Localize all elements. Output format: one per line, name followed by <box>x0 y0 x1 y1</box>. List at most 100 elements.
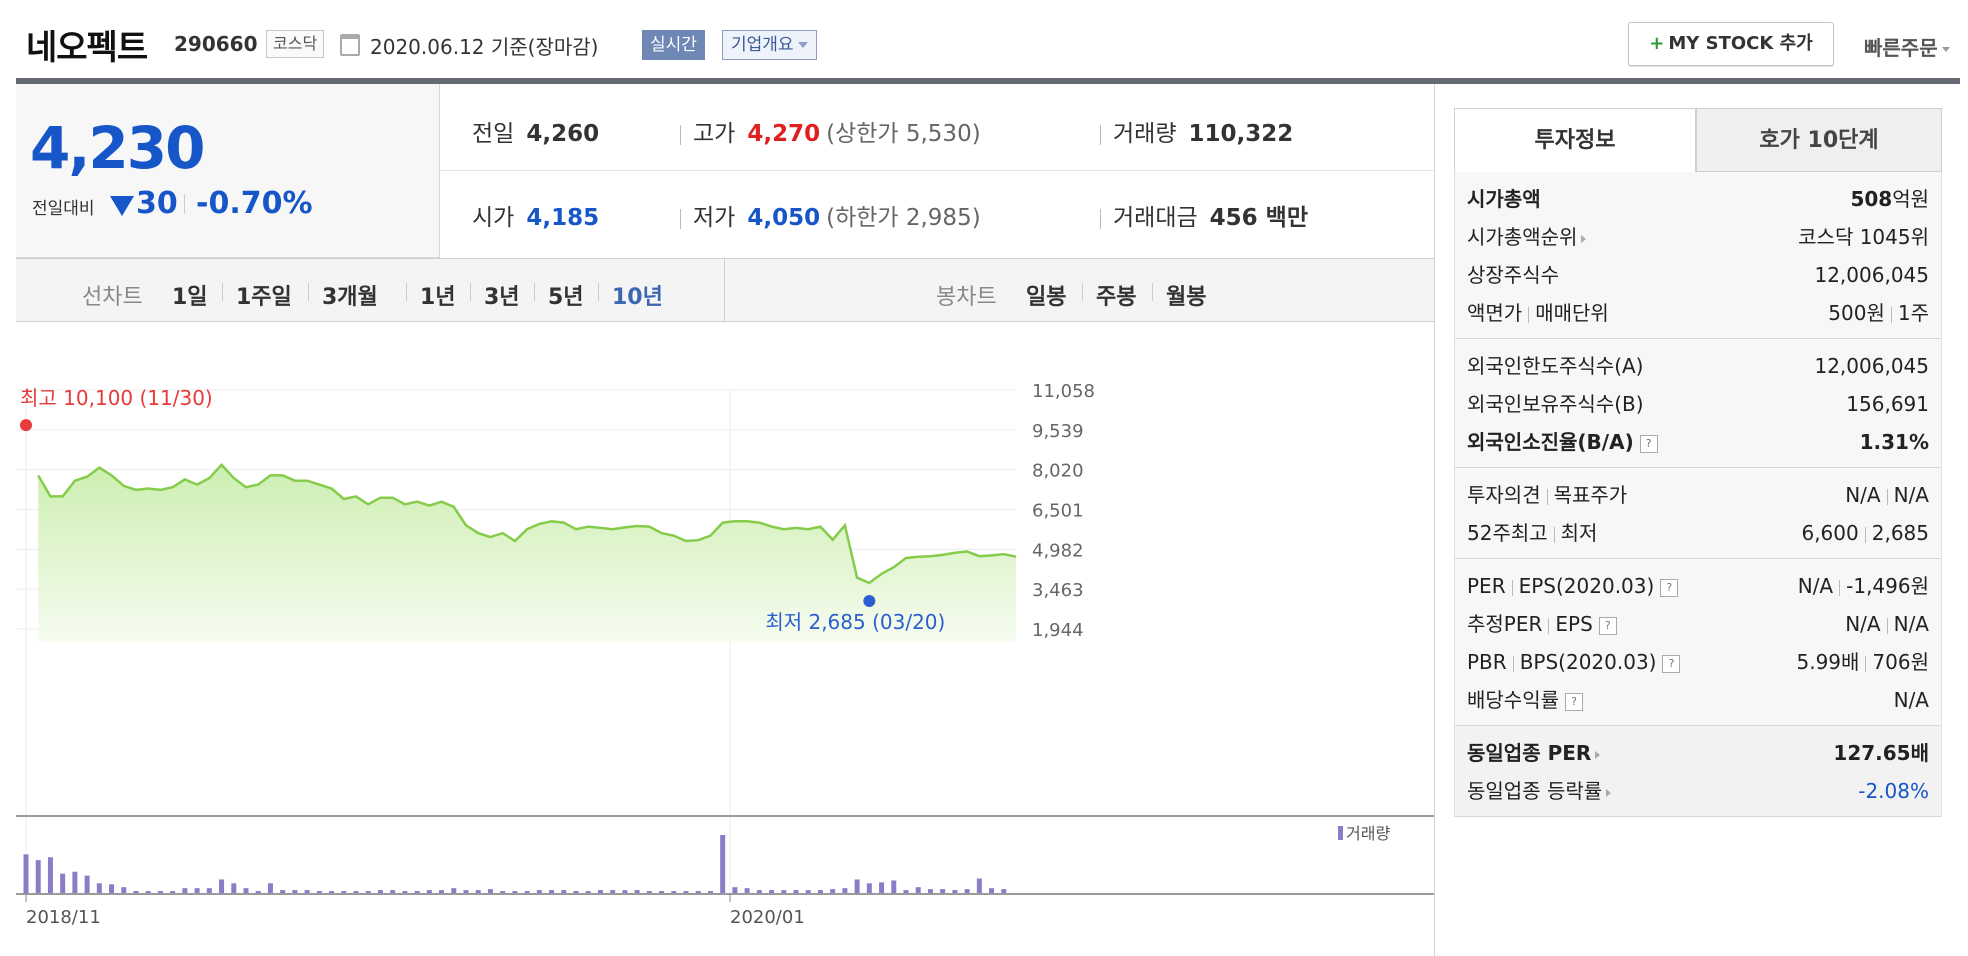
y-tick-label: 11,058 <box>1032 381 1095 402</box>
per-value: N/A <box>1797 574 1834 598</box>
foreign-ratio-label: 외국인소진율(B/A) <box>1467 430 1634 454</box>
unit-value: 1주 <box>1897 301 1929 325</box>
volume-bar <box>316 891 322 893</box>
est-per-labels: 추정PER EPS? <box>1467 605 1617 643</box>
my-stock-add-button[interactable]: + MY STOCK 추가 <box>1628 22 1834 66</box>
volume-bar <box>487 889 493 893</box>
tab-investment-info[interactable]: 투자정보 <box>1454 108 1696 172</box>
base-date: 2020.06.12 기준(장마감) <box>370 35 599 59</box>
industry-per-link[interactable]: 동일업종 PER <box>1467 734 1601 772</box>
est-eps-label: EPS <box>1555 612 1593 636</box>
volume-bar <box>47 857 53 893</box>
stock-code: 290660 <box>174 32 258 56</box>
candle-weekly[interactable]: 주봉 <box>1096 285 1137 310</box>
period-1d[interactable]: 1일 <box>172 285 208 310</box>
volume-value: 110,322 <box>1188 121 1294 147</box>
period-3m[interactable]: 3개월 <box>322 285 378 310</box>
divider <box>1100 208 1101 229</box>
x-tick-label: 2018/11 <box>26 907 101 928</box>
candle-daily[interactable]: 일봉 <box>1026 285 1067 310</box>
price-change: 30 <box>136 186 178 221</box>
company-overview-dropdown[interactable]: 기업개요 <box>722 30 817 60</box>
lower-limit: (하한가 2,985) <box>826 205 981 231</box>
divider <box>406 283 407 301</box>
divider <box>680 208 681 229</box>
stock-header: 네오펙트 290660 코스닥 2020.06.12 기준(장마감) 실시간 기… <box>0 0 1968 80</box>
market-cap-number: 508 <box>1850 187 1893 211</box>
foreign-limit-row: 외국인한도주식수(A) 12,006,045 <box>1467 347 1929 385</box>
dividend-labels: 배당수익률? <box>1467 681 1583 719</box>
volume-bar <box>243 888 249 893</box>
divider <box>1528 306 1530 323</box>
volume-bar <box>695 891 701 893</box>
industry-change-link[interactable]: 동일업종 등락률 <box>1467 772 1612 810</box>
help-icon[interactable]: ? <box>1598 616 1617 635</box>
par-label: 액면가 <box>1467 301 1523 325</box>
divider <box>1100 124 1101 145</box>
price-line <box>37 463 1017 585</box>
volume-bar <box>793 890 799 893</box>
low-label: 저가 <box>693 205 736 231</box>
eps-value: -1,496원 <box>1846 574 1929 598</box>
volume-bar <box>182 888 188 893</box>
pbr-labels: PBR BPS(2020.03)? <box>1467 643 1681 681</box>
divider <box>184 194 185 214</box>
quick-order-dropdown[interactable]: 빠른주문 <box>1864 32 1950 61</box>
amount-label: 거래대금 <box>1113 205 1198 231</box>
divider <box>1553 526 1555 543</box>
opinion-value: N/A <box>1845 483 1881 507</box>
x-axis-ticks: 2018/11 2020/01 <box>25 894 805 928</box>
volume-bar <box>353 891 359 893</box>
x-tick-label: 2020/01 <box>730 907 805 928</box>
chevron-right-icon <box>1581 234 1587 243</box>
volume-bar <box>463 890 469 893</box>
foreign-hold-label: 외국인보유주식수(B) <box>1467 392 1644 416</box>
volume-bar <box>414 891 420 893</box>
y-axis-ticks: 11,058 9,539 8,020 6,501 4,982 3,463 1,944 <box>1032 381 1095 641</box>
foreign-ratio-row: 외국인소진율(B/A)? 1.31% <box>1467 423 1929 461</box>
panel-divider <box>1434 84 1435 956</box>
market-cap-unit: 억원 <box>1892 187 1929 211</box>
volume-bar <box>536 890 542 893</box>
high-point-marker <box>20 419 32 432</box>
period-3y[interactable]: 3년 <box>484 285 520 310</box>
tab-quote-10[interactable]: 호가 10단계 <box>1696 108 1942 172</box>
high-price: 고가 4,270 (상한가 5,530) <box>680 114 981 148</box>
prev-close-label: 전일 <box>472 121 515 147</box>
realtime-button[interactable]: 실시간 <box>642 30 705 60</box>
help-icon[interactable]: ? <box>1660 578 1679 597</box>
period-10y[interactable]: 10년 <box>612 285 663 310</box>
price-stats: 전일 4,260 고가 4,270 (상한가 5,530) 거래량 110,322 시가… <box>440 84 1434 258</box>
volume-bar <box>597 890 603 893</box>
industry-change-row: 동일업종 등락률 -2.08% <box>1467 772 1929 810</box>
volume-bar <box>377 890 383 893</box>
dividend-label: 배당수익률 <box>1467 688 1559 712</box>
candle-monthly[interactable]: 월봉 <box>1166 285 1207 310</box>
volume: 거래량 110,322 <box>1100 114 1293 148</box>
volume-bar <box>561 890 567 893</box>
chart-grid <box>16 389 1016 902</box>
divider <box>1511 579 1513 596</box>
volume-bar <box>940 889 946 893</box>
help-icon[interactable]: ? <box>1662 654 1681 673</box>
period-1y[interactable]: 1년 <box>420 285 456 310</box>
period-1w[interactable]: 1주일 <box>236 285 292 310</box>
week52-low-label: 최저 <box>1560 521 1598 545</box>
foreign-limit-value: 12,006,045 <box>1814 354 1929 378</box>
est-per-row: 추정PER EPS? N/A N/A <box>1467 605 1929 643</box>
par-values: 500원 1주 <box>1828 294 1929 332</box>
help-icon[interactable]: ? <box>1639 434 1658 453</box>
volume-bar <box>879 882 885 893</box>
y-tick-label: 9,539 <box>1032 421 1084 442</box>
divider <box>308 283 309 301</box>
cap-rank-link[interactable]: 시가총액순위 <box>1467 218 1587 256</box>
volume-bar <box>1001 889 1007 893</box>
period-5y[interactable]: 5년 <box>548 285 584 310</box>
market-cap-value: 508억원 <box>1850 180 1929 218</box>
low-annotation: 최저 2,685 (03/20) <box>765 610 945 634</box>
high-value: 4,270 <box>747 121 821 147</box>
volume-bar <box>585 891 591 893</box>
help-icon[interactable]: ? <box>1565 692 1583 711</box>
foreign-ratio-labels: 외국인소진율(B/A)? <box>1467 423 1658 461</box>
volume-bar <box>60 873 66 893</box>
